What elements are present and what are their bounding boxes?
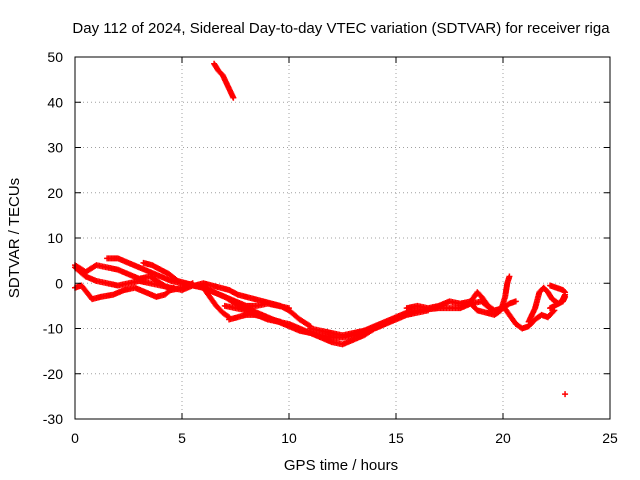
y-tick-label: 50 [47, 49, 63, 65]
y-tick-label: 40 [47, 94, 63, 110]
x-tick-label: 5 [178, 430, 186, 446]
outlier-point [562, 391, 569, 398]
data-markers [72, 60, 569, 398]
arc-p-point [230, 94, 237, 101]
x-tick-label: 0 [71, 430, 79, 446]
y-tick-label: 20 [47, 185, 63, 201]
arc-j-point [512, 298, 519, 305]
arc-o-point [562, 289, 569, 296]
x-tick-label: 15 [388, 430, 404, 446]
y-axis-label: SDTVAR / TECUs [6, 178, 23, 298]
grid-lines [75, 57, 610, 419]
chart-title: Day 112 of 2024, Sidereal Day-to-day VTE… [72, 20, 610, 37]
y-tick-label: -20 [43, 366, 63, 382]
arc-c-point [170, 284, 177, 291]
y-tick-label: 30 [47, 140, 63, 156]
y-tick-label: 10 [47, 230, 63, 246]
arc-o-point [560, 288, 567, 295]
x-tick-label: 10 [281, 430, 297, 446]
axis-ticks: 0 5 10 15 20 25 -30 -20 -10 0 10 20 30 40 50 [43, 49, 618, 446]
x-tick-label: 25 [602, 430, 618, 446]
y-tick-label: 0 [55, 275, 63, 291]
x-tick-label: 20 [495, 430, 511, 446]
arc-k-point [506, 273, 513, 280]
y-tick-label: -30 [43, 411, 63, 427]
y-tick-label: -10 [43, 321, 63, 337]
arc-l-point [550, 308, 557, 315]
arc-i-point [382, 320, 389, 327]
x-axis-label: GPS time / hours [284, 457, 398, 474]
arc-c-point [169, 285, 176, 292]
